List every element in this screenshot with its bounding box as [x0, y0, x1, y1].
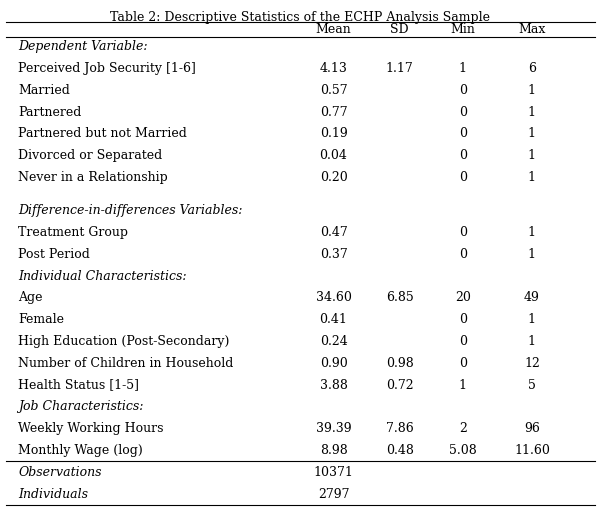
Text: 0: 0	[459, 149, 467, 162]
Text: 1: 1	[528, 313, 536, 326]
Text: 49: 49	[524, 291, 540, 304]
Text: Max: Max	[518, 23, 546, 36]
Text: Job Characteristics:: Job Characteristics:	[18, 400, 144, 413]
Text: 1: 1	[528, 149, 536, 162]
Text: 1: 1	[528, 84, 536, 97]
Text: 2797: 2797	[318, 487, 349, 501]
Text: 6: 6	[528, 62, 536, 75]
Text: 0.72: 0.72	[386, 379, 413, 391]
Text: Mean: Mean	[316, 23, 352, 36]
Text: Never in a Relationship: Never in a Relationship	[18, 171, 168, 184]
Text: 10371: 10371	[314, 466, 353, 479]
Text: 0.04: 0.04	[320, 149, 347, 162]
Text: 39.39: 39.39	[316, 422, 352, 435]
Text: Monthly Wage (log): Monthly Wage (log)	[18, 444, 143, 457]
Text: 0.41: 0.41	[320, 313, 347, 326]
Text: 0.47: 0.47	[320, 226, 347, 239]
Text: 0: 0	[459, 313, 467, 326]
Text: Partnered but not Married: Partnered but not Married	[18, 127, 187, 141]
Text: Individual Characteristics:: Individual Characteristics:	[18, 269, 187, 283]
Text: High Education (Post-Secondary): High Education (Post-Secondary)	[18, 335, 230, 348]
Text: Post Period: Post Period	[18, 248, 90, 261]
Text: Difference-in-differences Variables:: Difference-in-differences Variables:	[18, 204, 243, 217]
Text: 34.60: 34.60	[316, 291, 352, 304]
Text: Married: Married	[18, 84, 70, 97]
Text: SD: SD	[391, 23, 409, 36]
Text: 0.98: 0.98	[386, 357, 413, 370]
Text: 0.24: 0.24	[320, 335, 347, 348]
Text: 1: 1	[528, 127, 536, 141]
Text: Table 2: Descriptive Statistics of the ECHP Analysis Sample: Table 2: Descriptive Statistics of the E…	[111, 11, 490, 24]
Text: 0.19: 0.19	[320, 127, 347, 141]
Text: 0: 0	[459, 171, 467, 184]
Text: 0: 0	[459, 335, 467, 348]
Text: 0.57: 0.57	[320, 84, 347, 97]
Text: 96: 96	[524, 422, 540, 435]
Text: Divorced or Separated: Divorced or Separated	[18, 149, 162, 162]
Text: Treatment Group: Treatment Group	[18, 226, 128, 239]
Text: 1: 1	[459, 62, 467, 75]
Text: 4.13: 4.13	[320, 62, 347, 75]
Text: 12: 12	[524, 357, 540, 370]
Text: Dependent Variable:: Dependent Variable:	[18, 40, 148, 53]
Text: 3.88: 3.88	[320, 379, 347, 391]
Text: 11.60: 11.60	[514, 444, 550, 457]
Text: 0.90: 0.90	[320, 357, 347, 370]
Text: Partnered: Partnered	[18, 106, 81, 119]
Text: Age: Age	[18, 291, 43, 304]
Text: 0.37: 0.37	[320, 248, 347, 261]
Text: 1: 1	[528, 335, 536, 348]
Text: 8.98: 8.98	[320, 444, 347, 457]
Text: 2: 2	[459, 422, 467, 435]
Text: Number of Children in Household: Number of Children in Household	[18, 357, 233, 370]
Text: Perceived Job Security [1-6]: Perceived Job Security [1-6]	[18, 62, 196, 75]
Text: 1: 1	[459, 379, 467, 391]
Text: Female: Female	[18, 313, 64, 326]
Text: 1: 1	[528, 248, 536, 261]
Text: 0.48: 0.48	[386, 444, 413, 457]
Text: 1: 1	[528, 226, 536, 239]
Text: Min: Min	[450, 23, 475, 36]
Text: 0.77: 0.77	[320, 106, 347, 119]
Text: 5.08: 5.08	[449, 444, 477, 457]
Text: 6.85: 6.85	[386, 291, 413, 304]
Text: 7.86: 7.86	[386, 422, 413, 435]
Text: 20: 20	[455, 291, 471, 304]
Text: 1.17: 1.17	[386, 62, 413, 75]
Text: 0: 0	[459, 226, 467, 239]
Text: 0: 0	[459, 127, 467, 141]
Text: 1: 1	[528, 106, 536, 119]
Text: 0: 0	[459, 357, 467, 370]
Text: Observations: Observations	[18, 466, 102, 479]
Text: 0: 0	[459, 248, 467, 261]
Text: Health Status [1-5]: Health Status [1-5]	[18, 379, 139, 391]
Text: Individuals: Individuals	[18, 487, 88, 501]
Text: 0: 0	[459, 106, 467, 119]
Text: 0: 0	[459, 84, 467, 97]
Text: 5: 5	[528, 379, 536, 391]
Text: 1: 1	[528, 171, 536, 184]
Text: 0.20: 0.20	[320, 171, 347, 184]
Text: Weekly Working Hours: Weekly Working Hours	[18, 422, 163, 435]
